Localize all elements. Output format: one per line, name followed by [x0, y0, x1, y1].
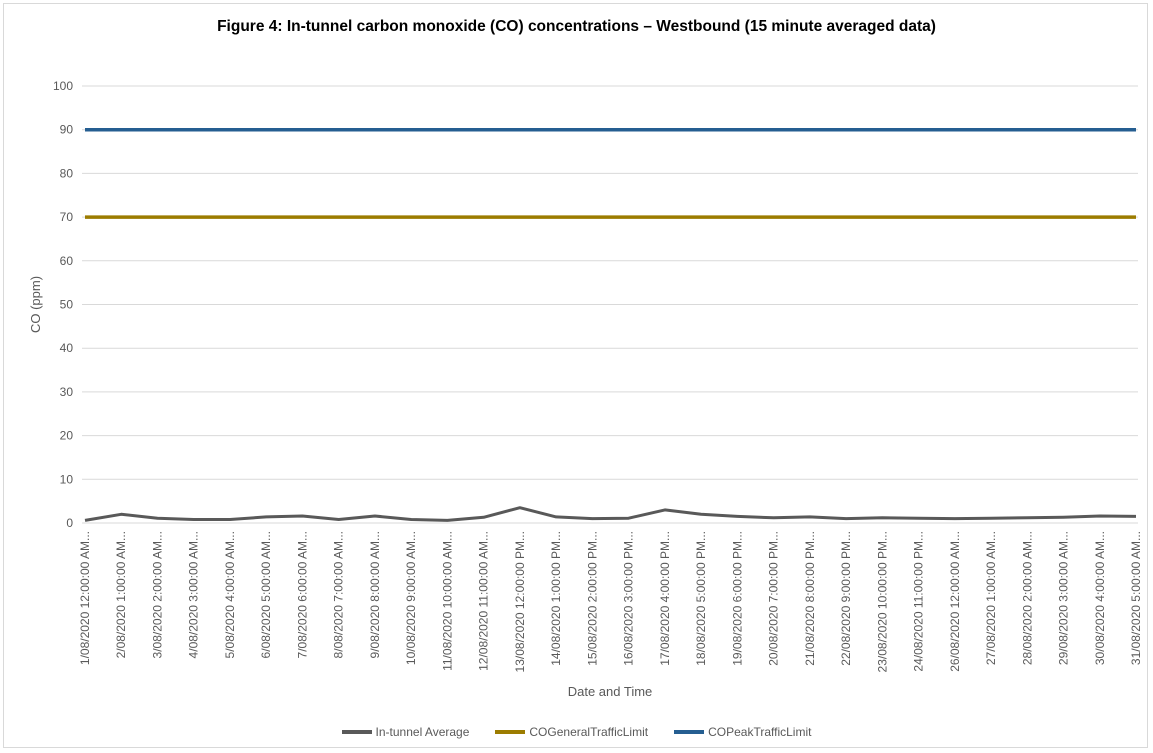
x-axis-label: Date and Time — [568, 684, 653, 699]
x-tick-label: 26/08/2020 12:00:00 AM... — [948, 531, 962, 672]
legend-item-co-peak-traffic-limit: COPeakTrafficLimit — [674, 725, 811, 739]
series-lines — [84, 127, 1137, 522]
x-tick-label: 4/08/2020 3:00:00 AM... — [187, 531, 201, 658]
x-axis-ticks: 1/08/2020 12:00:00 AM... 2/08/2020 1:00:0… — [78, 531, 1143, 672]
legend-item-co-general-traffic-limit: COGeneralTrafficLimit — [495, 725, 648, 739]
y-tick-label: 90 — [60, 123, 74, 137]
x-tick-label: 7/08/2020 6:00:00 AM... — [295, 531, 309, 658]
y-tick-label: 50 — [60, 298, 74, 312]
x-tick-label: 15/08/2020 2:00:00 PM... — [585, 531, 599, 666]
x-tick-label: 1/08/2020 12:00:00 AM... — [78, 531, 92, 665]
chart-title: Figure 4: In-tunnel carbon monoxide (CO)… — [217, 18, 936, 35]
x-tick-label: 31/08/2020 5:00:00 AM... — [1129, 531, 1143, 665]
y-axis-ticks: 0 10 20 30 40 50 60 70 80 90 100 — [53, 79, 73, 530]
x-tick-label: 24/08/2020 11:00:00 PM... — [912, 531, 926, 672]
series-line-in-tunnel-average — [84, 506, 1137, 522]
x-tick-label: 22/08/2020 9:00:00 PM... — [839, 531, 853, 666]
x-tick-label: 21/08/2020 8:00:00 PM... — [803, 531, 817, 666]
x-tick-label: 19/08/2020 6:00:00 PM... — [730, 531, 744, 666]
legend-swatch — [495, 730, 526, 734]
x-tick-label: 27/08/2020 1:00:00 AM... — [984, 531, 998, 665]
legend-swatch — [674, 730, 705, 734]
x-tick-label: 13/08/2020 12:00:00 PM... — [513, 531, 527, 672]
x-tick-label: 6/08/2020 5:00:00 AM... — [259, 531, 273, 658]
x-tick-label: 8/08/2020 7:00:00 AM... — [332, 531, 346, 658]
y-tick-label: 40 — [60, 341, 74, 355]
x-tick-label: 16/08/2020 3:00:00 PM... — [622, 531, 636, 666]
legend-label: COGeneralTrafficLimit — [529, 725, 649, 739]
y-axis-label: CO (ppm) — [28, 276, 43, 333]
x-tick-label: 18/08/2020 5:00:00 PM... — [694, 531, 708, 666]
legend-item-in-tunnel-average: In-tunnel Average — [341, 725, 470, 739]
x-tick-label: 11/08/2020 10:00:00 AM... — [440, 531, 454, 671]
x-tick-label: 9/08/2020 8:00:00 AM... — [368, 531, 382, 658]
chart-frame — [3, 3, 1148, 748]
y-tick-label: 10 — [60, 472, 74, 486]
y-tick-label: 80 — [60, 166, 74, 180]
x-tick-label: 28/08/2020 2:00:00 AM... — [1020, 531, 1034, 665]
x-tick-label: 23/08/2020 10:00:00 PM... — [875, 531, 889, 672]
gridlines — [82, 85, 1138, 524]
legend: In-tunnel Average COGeneralTrafficLimit … — [0, 725, 1153, 739]
x-tick-label: 2/08/2020 1:00:00 AM... — [114, 531, 128, 658]
x-tick-label: 17/08/2020 4:00:00 PM... — [658, 531, 672, 666]
y-tick-label: 100 — [53, 79, 73, 93]
x-tick-label: 30/08/2020 4:00:00 AM... — [1093, 531, 1107, 665]
x-tick-label: 14/08/2020 1:00:00 PM... — [549, 531, 563, 666]
x-tick-label: 12/08/2020 11:00:00 AM... — [477, 531, 491, 671]
chart-plot: 0 10 20 30 40 50 60 70 80 90 100 1/08/2020 12:00:0… — [28, 79, 1143, 699]
y-tick-label: 20 — [60, 429, 74, 443]
y-tick-label: 0 — [66, 516, 73, 530]
x-tick-label: 29/08/2020 3:00:00 AM... — [1057, 531, 1071, 665]
legend-label: In-tunnel Average — [375, 725, 470, 739]
x-tick-label: 10/08/2020 9:00:00 AM... — [404, 531, 418, 665]
legend-label: COPeakTrafficLimit — [708, 725, 812, 739]
x-tick-label: 20/08/2020 7:00:00 PM... — [767, 531, 781, 666]
legend-swatch — [341, 730, 372, 734]
x-tick-label: 5/08/2020 4:00:00 AM... — [223, 531, 237, 658]
y-tick-label: 70 — [60, 210, 74, 224]
y-tick-label: 30 — [60, 385, 74, 399]
y-tick-label: 60 — [60, 254, 74, 268]
x-tick-label: 3/08/2020 2:00:00 AM... — [150, 531, 164, 658]
